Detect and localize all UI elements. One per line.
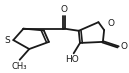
Text: O: O [61,5,68,14]
Text: S: S [4,36,10,45]
Text: HO: HO [66,55,79,64]
Text: O: O [121,42,128,51]
Text: CH₃: CH₃ [12,62,27,71]
Text: O: O [108,19,115,28]
